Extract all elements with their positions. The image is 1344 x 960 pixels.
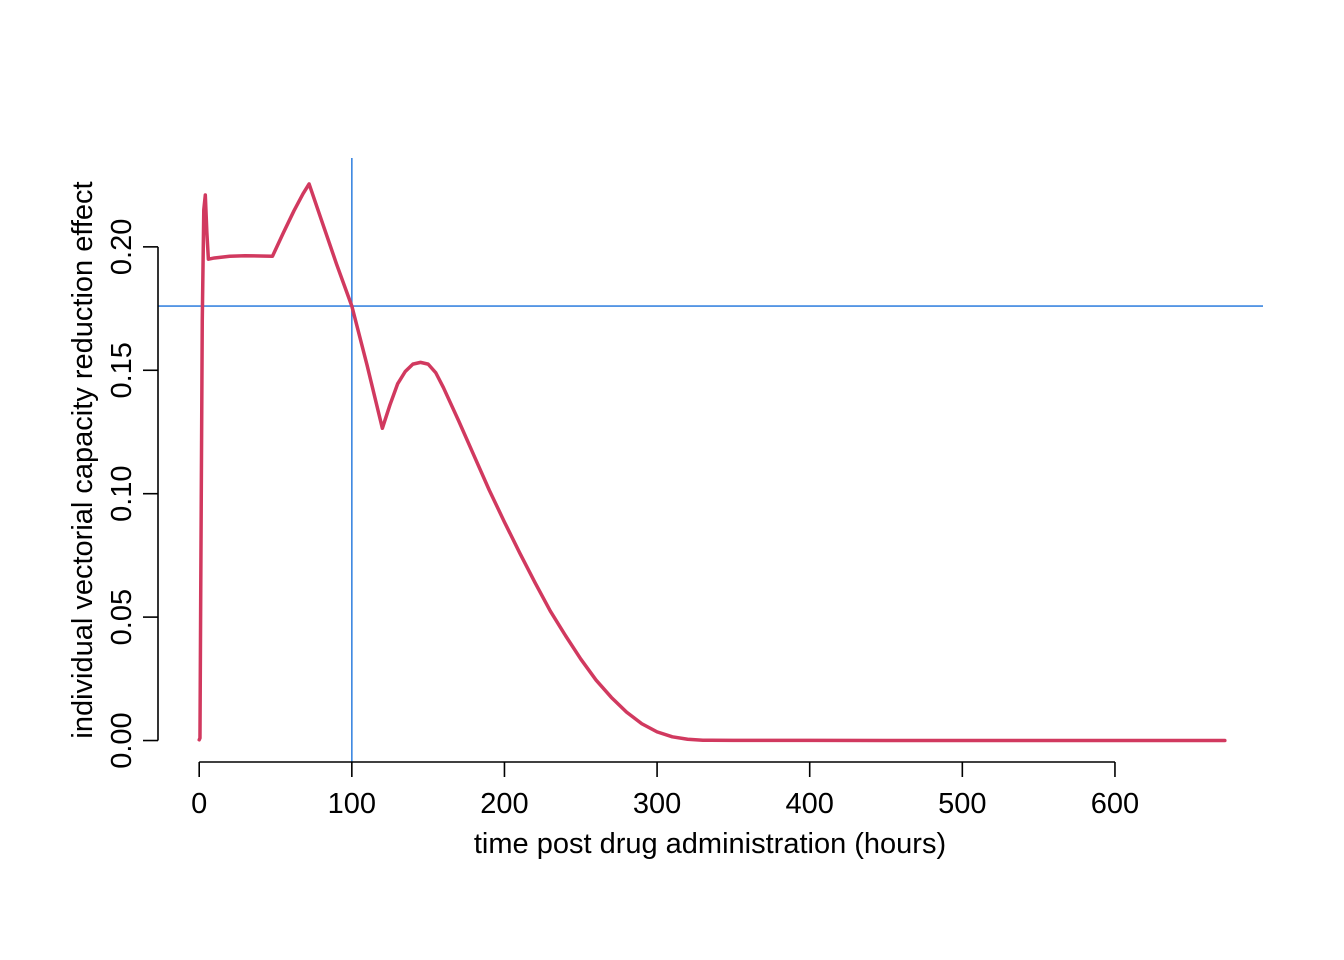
y-tick-label: 0.10 — [106, 465, 138, 521]
series-layer — [197, 182, 1227, 743]
y-tick-label: 0.00 — [106, 712, 138, 768]
y-tick-label: 0.20 — [106, 219, 138, 275]
x-tick-label: 0 — [191, 788, 207, 820]
x-axis: 0 100 200 300 400 500 600 — [191, 761, 1139, 820]
x-tick-label: 100 — [328, 788, 376, 820]
x-tick-label: 500 — [938, 788, 986, 820]
series-line-0 — [197, 182, 1227, 743]
y-axis-title: individual vectorial capacity reduction … — [67, 181, 99, 738]
y-tick-label: 0.15 — [106, 342, 138, 398]
x-tick-label: 600 — [1091, 788, 1139, 820]
reference-lines — [158, 158, 1263, 762]
x-tick-label: 300 — [633, 788, 681, 820]
y-tick-label: 0.05 — [106, 589, 138, 645]
y-axis: 0.00 0.05 0.10 0.15 0.20 — [106, 219, 159, 769]
x-tick-label: 200 — [480, 788, 528, 820]
x-tick-label: 400 — [786, 788, 834, 820]
x-axis-title: time post drug administration (hours) — [474, 828, 946, 860]
